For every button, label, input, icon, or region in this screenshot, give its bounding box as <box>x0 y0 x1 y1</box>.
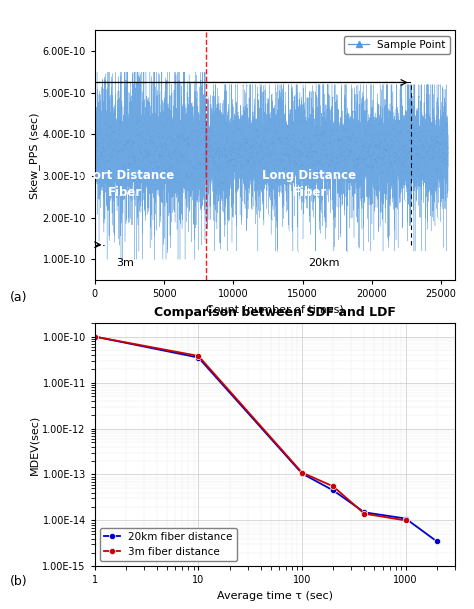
Y-axis label: MDEV(sec): MDEV(sec) <box>29 415 40 474</box>
Legend: Sample Point: Sample Point <box>344 36 450 54</box>
3m fiber distance <box>362 510 367 518</box>
Y-axis label: Skew_PPS (sec): Skew_PPS (sec) <box>29 112 40 199</box>
Title: Comparison between SDF and LDF: Comparison between SDF and LDF <box>154 306 396 319</box>
Legend: 20km fiber distance, 3m fiber distance: 20km fiber distance, 3m fiber distance <box>100 527 237 561</box>
X-axis label: Average time τ (sec): Average time τ (sec) <box>217 591 333 601</box>
Text: (a): (a) <box>9 292 27 304</box>
20km fiber distance <box>434 538 440 545</box>
3m fiber distance <box>403 517 409 524</box>
20km fiber distance <box>362 509 367 516</box>
Text: Short Distance
Fiber: Short Distance Fiber <box>76 169 174 199</box>
3m fiber distance <box>330 483 336 490</box>
20km fiber distance <box>330 487 336 494</box>
20km fiber distance <box>196 354 201 361</box>
3m fiber distance <box>299 469 305 476</box>
Text: Long Distance
Fiber: Long Distance Fiber <box>263 169 356 199</box>
20km fiber distance <box>403 515 409 522</box>
Line: 3m fiber distance: 3m fiber distance <box>91 334 409 524</box>
Text: 20km: 20km <box>308 258 339 269</box>
3m fiber distance <box>92 333 98 340</box>
X-axis label: Count (number of times): Count (number of times) <box>206 304 344 315</box>
Text: 3m: 3m <box>116 258 134 269</box>
20km fiber distance <box>299 470 305 477</box>
3m fiber distance <box>196 352 201 359</box>
20km fiber distance <box>92 333 98 340</box>
Line: 20km fiber distance: 20km fiber distance <box>91 334 440 544</box>
Text: (b): (b) <box>9 575 27 588</box>
